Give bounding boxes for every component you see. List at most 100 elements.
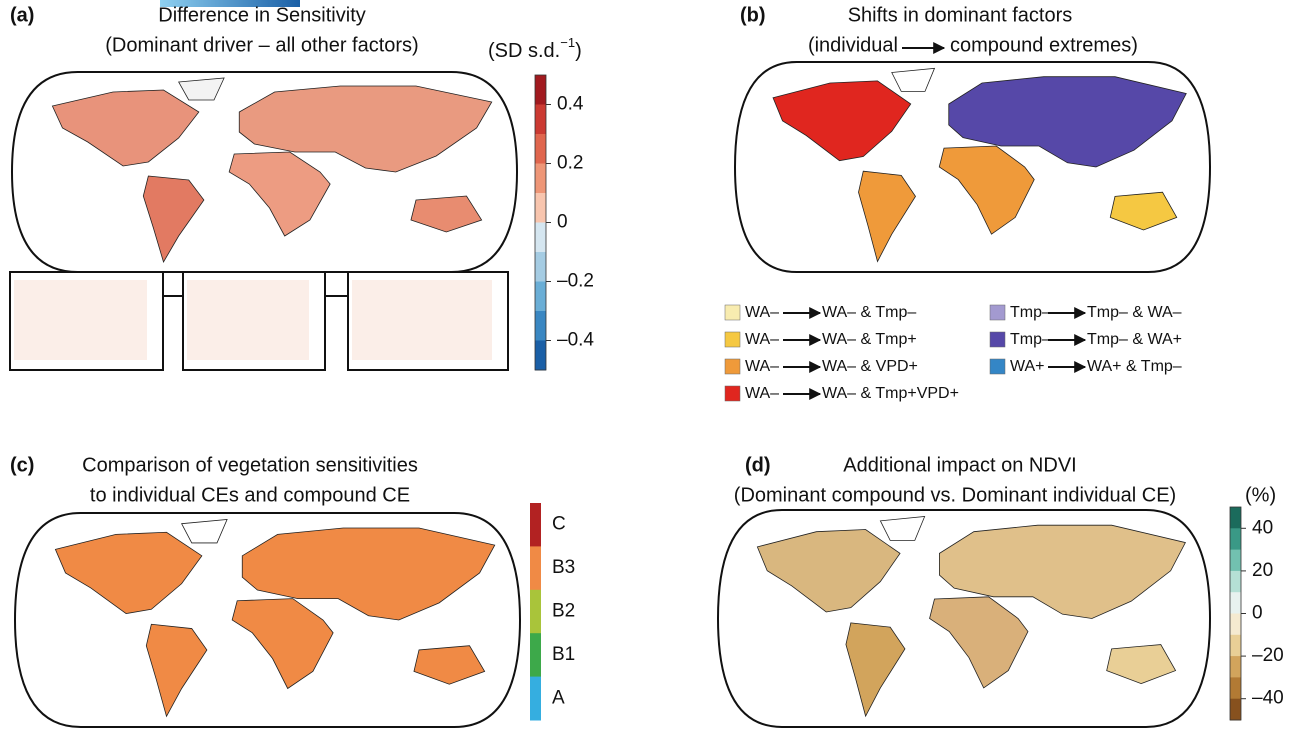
colorbar-bin [1230, 549, 1241, 572]
panel-label: (b) [740, 4, 766, 26]
land [177, 77, 225, 101]
category-swatch [530, 633, 541, 678]
colorbar-bin [1230, 677, 1241, 700]
colorbar-bin [535, 163, 546, 194]
land [929, 596, 1029, 689]
panel-label: (c) [10, 454, 34, 476]
land [238, 85, 493, 173]
legend-swatch [989, 358, 1006, 375]
legend-from: Tmp– [1010, 304, 1051, 321]
unit-sup: −1 [560, 35, 575, 50]
colorbar-bin [535, 75, 546, 105]
legend-to: Tmp– & WA– [1087, 304, 1182, 321]
legend-swatch [724, 331, 741, 348]
panel-subtitle: (individual [808, 34, 898, 56]
land [1106, 644, 1177, 685]
panel-title: (Dominant compound vs. Dominant individu… [734, 484, 1176, 506]
colorbar-bin [1230, 507, 1241, 529]
legend-to: WA– & Tmp+VPD+ [822, 385, 959, 402]
legend-swatch [724, 358, 741, 375]
unit-label: (%) [1245, 484, 1276, 506]
colorbar-bin [1230, 634, 1241, 657]
land [845, 622, 906, 718]
colorbar-bin [1230, 592, 1241, 614]
colorbar-tick-label: 0 [1252, 603, 1263, 624]
colorbar-tick-label: 20 [1252, 560, 1273, 581]
colorbar-bin [535, 340, 546, 371]
colorbar-tick-label: 0 [557, 212, 568, 233]
category-swatch [530, 589, 541, 634]
unit-label: (SD s.d.−1) [488, 35, 582, 62]
map-outline [733, 61, 1212, 273]
panel-subtitle: compound extremes) [950, 34, 1138, 56]
land [181, 518, 228, 544]
legend-from: WA+ [1010, 358, 1045, 375]
legend-to: WA– & VPD+ [822, 358, 918, 375]
colorbar-bin [1230, 698, 1241, 721]
colorbar-bin [1230, 613, 1241, 636]
colorbar-tick-label: 0.4 [557, 94, 584, 115]
colorbar-bin [535, 193, 546, 223]
legend-from: WA– [745, 358, 779, 375]
panel-title: Difference in Sensitivity [158, 4, 366, 26]
legend-swatch [989, 304, 1006, 321]
category-label: C [552, 514, 566, 535]
land [772, 80, 912, 162]
category-swatch [530, 546, 541, 591]
land [51, 89, 200, 167]
legend-to: WA+ & Tmp– [1087, 358, 1182, 375]
colorbar-bin [535, 104, 546, 135]
category-label: A [552, 687, 565, 708]
colorbar-tick-label: –20 [1252, 645, 1284, 666]
world-map [51, 77, 493, 264]
world-map [772, 67, 1187, 263]
land [410, 195, 483, 233]
land [948, 76, 1187, 168]
inset-frame [182, 271, 326, 371]
land [54, 531, 203, 615]
land [413, 645, 486, 685]
land [231, 598, 334, 690]
category-label: B2 [552, 601, 575, 622]
cropped-bar [160, 0, 300, 7]
legend-from: WA– [745, 385, 779, 402]
panel-title: Comparison of vegetation sensitivities [82, 454, 418, 476]
colorbar-tick-label: –40 [1252, 688, 1284, 709]
panel-title: Shifts in dominant factors [848, 4, 1073, 26]
inset-land [187, 280, 309, 360]
colorbar-bin [535, 311, 546, 341]
legend-from: WA– [745, 304, 779, 321]
panel-label: (a) [10, 4, 34, 26]
colorbar-bin [535, 222, 546, 253]
panel-title: (Dominant driver – all other factors) [105, 34, 418, 56]
colorbar-bin [1230, 656, 1241, 678]
panel-title: Additional impact on NDVI [843, 454, 1076, 476]
map-outline [13, 512, 522, 728]
legend-to: WA– & Tmp+ [822, 331, 917, 348]
category-swatch [530, 676, 541, 721]
colorbar-tick-label: –0.2 [557, 271, 594, 292]
panel-title: to individual CEs and compound CE [90, 484, 410, 506]
legend-to: WA– & Tmp– [822, 304, 916, 321]
inset-frame [347, 271, 509, 371]
land [241, 527, 496, 621]
legend-swatch [989, 331, 1006, 348]
panel-label: (d) [745, 454, 771, 476]
colorbar-bin [1230, 528, 1241, 551]
inset-land [14, 280, 147, 360]
land [858, 170, 916, 263]
land [891, 67, 936, 92]
colorbar-bin [535, 252, 546, 282]
inset-land [352, 280, 492, 360]
world-map [756, 516, 1186, 718]
land [1109, 191, 1178, 231]
legend-to: Tmp– & WA+ [1087, 331, 1182, 348]
colorbar-tick-label: 40 [1252, 517, 1273, 538]
map-outline [716, 509, 1212, 728]
land [142, 175, 205, 264]
legend-from: WA– [745, 331, 779, 348]
land [879, 516, 926, 541]
land [756, 529, 901, 613]
unit-end: ) [575, 40, 582, 62]
